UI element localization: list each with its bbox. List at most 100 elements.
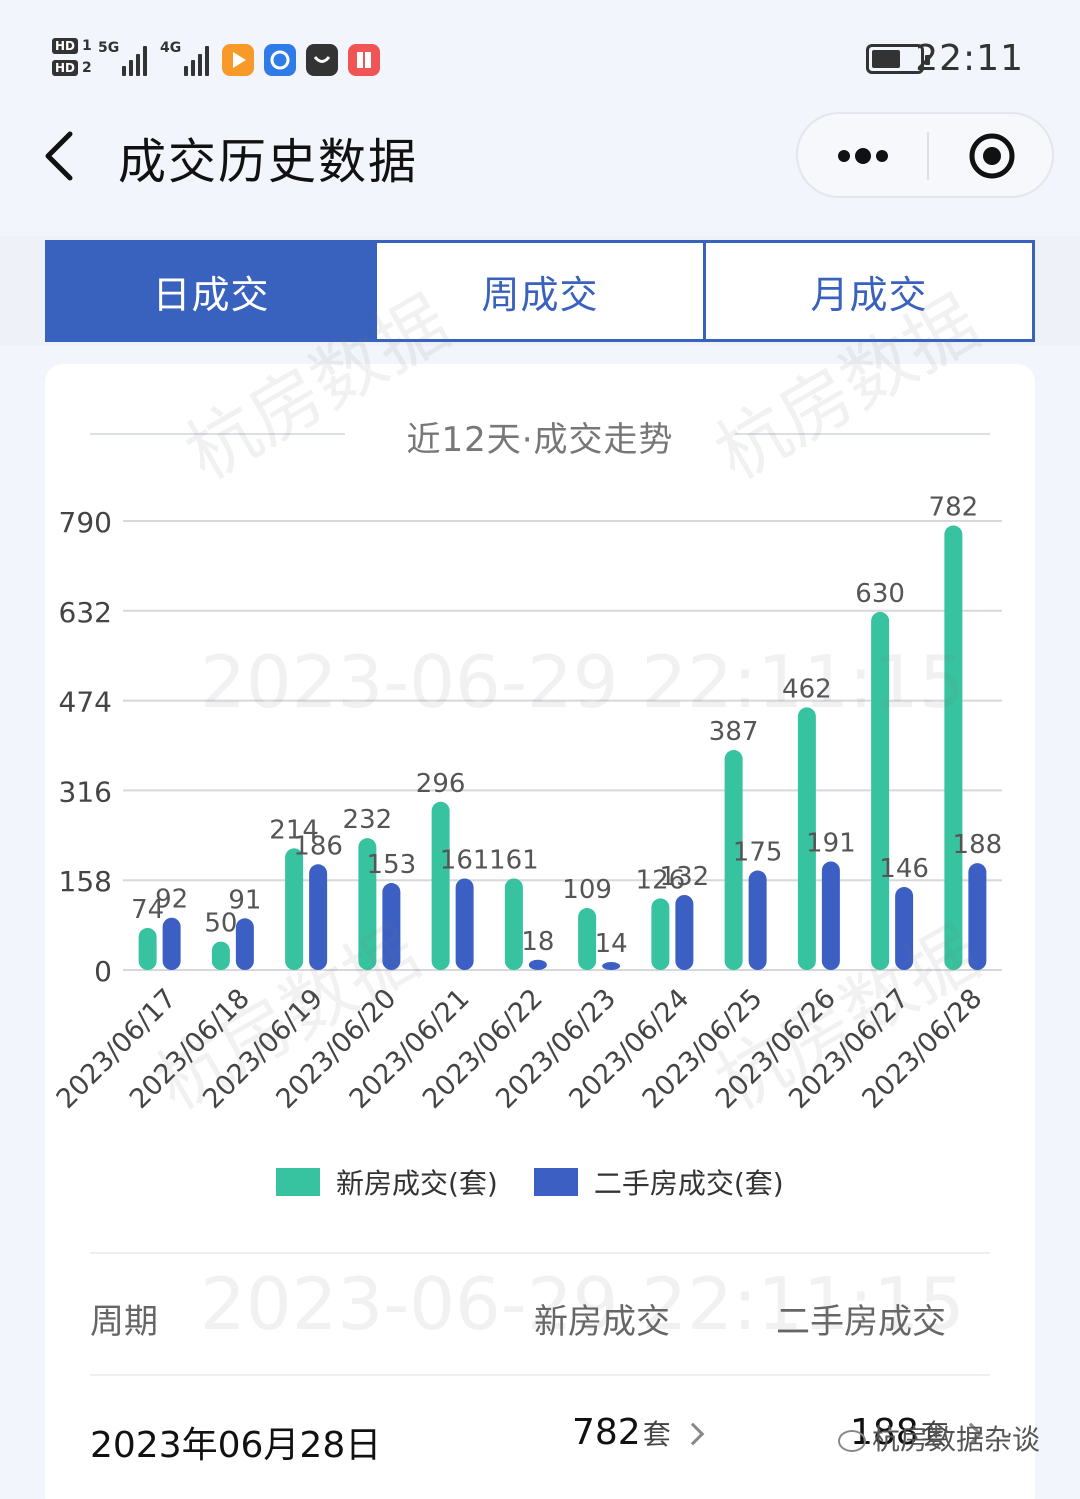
shop-app-icon bbox=[306, 44, 338, 76]
divider bbox=[90, 1252, 990, 1254]
data-label: 161 bbox=[489, 845, 539, 875]
data-label: 214 bbox=[269, 815, 319, 845]
bar-chart: 015831647463279074922023/06/1750912023/0… bbox=[51, 493, 1003, 1115]
data-label: 387 bbox=[709, 717, 759, 747]
chart-card bbox=[45, 364, 1035, 1499]
bar-new bbox=[797, 707, 816, 970]
table-header: 周期 新房成交 二手房成交 bbox=[90, 1270, 990, 1360]
miniprogram-capsule bbox=[796, 112, 1054, 198]
data-label: 191 bbox=[806, 828, 856, 858]
book-app-icon bbox=[348, 44, 380, 76]
more-icon[interactable] bbox=[832, 144, 894, 168]
data-label: 630 bbox=[855, 579, 905, 609]
y-tick-label: 474 bbox=[59, 686, 112, 719]
data-label: 92 bbox=[155, 885, 188, 915]
data-label: 14 bbox=[595, 929, 628, 959]
legend-label-new: 新房成交(套) bbox=[336, 1167, 498, 1200]
bar-new bbox=[504, 878, 523, 970]
data-label: 188 bbox=[953, 830, 1003, 860]
data-label: 74 bbox=[131, 895, 164, 925]
bar-second bbox=[455, 878, 474, 970]
bar-second bbox=[162, 917, 181, 970]
bar-new bbox=[138, 927, 157, 970]
chevron-right-icon bbox=[681, 1422, 705, 1446]
table-row[interactable]: 2023年06月28日 782套 188套 bbox=[90, 1392, 990, 1482]
legend-label-second: 二手房成交(套) bbox=[593, 1167, 784, 1200]
data-label: 186 bbox=[293, 831, 343, 861]
y-tick-label: 316 bbox=[59, 775, 112, 808]
data-label: 462 bbox=[782, 674, 832, 704]
data-label: 132 bbox=[660, 862, 710, 892]
col-header-new: 新房成交 bbox=[534, 1302, 670, 1342]
chart-title: 近12天·成交走势 bbox=[406, 420, 674, 460]
signal-5g-icon: 5G bbox=[98, 40, 154, 76]
bar-second bbox=[528, 959, 547, 970]
bar-new bbox=[651, 898, 670, 970]
col-header-period: 周期 bbox=[90, 1302, 158, 1342]
bar-second bbox=[235, 918, 254, 970]
page-title: 成交历史数据 bbox=[118, 134, 419, 190]
tab-weekly[interactable]: 周成交 bbox=[374, 243, 703, 339]
data-label: 126 bbox=[636, 865, 686, 895]
bar-new bbox=[211, 941, 230, 970]
col-header-second: 二手房成交 bbox=[776, 1302, 946, 1342]
tab-daily[interactable]: 日成交 bbox=[48, 243, 374, 339]
bar-new bbox=[578, 908, 597, 970]
data-label: 232 bbox=[343, 805, 393, 835]
bar-new bbox=[871, 611, 890, 970]
tab-monthly[interactable]: 月成交 bbox=[703, 243, 1032, 339]
cell-new[interactable]: 782套 bbox=[572, 1412, 705, 1453]
bar-new bbox=[944, 525, 963, 970]
bar-new bbox=[285, 848, 304, 970]
legend-item-second[interactable]: 二手房成交(套) bbox=[533, 1162, 784, 1202]
wechat-icon bbox=[838, 1430, 866, 1452]
cell-new-unit: 套 bbox=[642, 1418, 671, 1451]
data-label: 782 bbox=[929, 493, 979, 523]
data-label: 18 bbox=[521, 927, 554, 957]
bar-second bbox=[309, 864, 328, 970]
browser-app-icon bbox=[264, 44, 296, 76]
data-label: 175 bbox=[733, 838, 783, 868]
bar-new bbox=[358, 838, 377, 970]
sim-indicator: HD 1 HD 2 bbox=[52, 38, 92, 76]
bar-second bbox=[821, 861, 840, 970]
data-label: 296 bbox=[416, 769, 466, 799]
status-time: 22:11 bbox=[915, 38, 1024, 79]
y-tick-label: 158 bbox=[59, 865, 112, 898]
data-label: 50 bbox=[204, 909, 237, 939]
cell-new-value: 782 bbox=[572, 1412, 641, 1453]
data-label: 146 bbox=[879, 854, 929, 884]
cell-second-unit: 套 bbox=[920, 1418, 949, 1451]
back-icon[interactable] bbox=[40, 128, 90, 184]
data-label: 91 bbox=[228, 885, 261, 915]
y-tick-label: 790 bbox=[59, 506, 112, 539]
bar-new bbox=[724, 750, 743, 970]
bar-second bbox=[382, 883, 401, 970]
bar-second bbox=[895, 887, 914, 970]
data-label: 109 bbox=[562, 875, 612, 905]
legend-item-new[interactable]: 新房成交(套) bbox=[276, 1162, 498, 1202]
status-bar: HD 1 HD 2 5G 4G 22:11 bbox=[0, 0, 1080, 110]
bar-second bbox=[675, 894, 694, 970]
signal-4g-icon: 4G bbox=[160, 40, 216, 76]
period-tabs: 日成交 周成交 月成交 bbox=[45, 240, 1035, 342]
legend-swatch-new bbox=[276, 1168, 320, 1196]
divider bbox=[90, 1374, 990, 1376]
data-label: 153 bbox=[367, 850, 417, 880]
legend-swatch-second bbox=[533, 1168, 578, 1196]
chart-legend: 新房成交(套) 二手房成交(套) bbox=[276, 1162, 820, 1202]
bar-new bbox=[431, 801, 450, 970]
chart-title-row: 近12天·成交走势 bbox=[90, 408, 990, 460]
wechat-account-watermark: 杭房数据杂谈 bbox=[838, 1418, 1040, 1458]
bar-second bbox=[968, 863, 987, 970]
hd-badge-2: HD bbox=[52, 60, 79, 76]
data-label: 161 bbox=[440, 845, 490, 875]
bar-second bbox=[602, 962, 621, 970]
close-miniprogram-icon[interactable] bbox=[968, 132, 1016, 180]
video-app-icon bbox=[222, 44, 254, 76]
y-tick-label: 632 bbox=[59, 596, 112, 629]
bar-second bbox=[748, 870, 767, 970]
y-tick-label: 0 bbox=[94, 955, 112, 988]
battery-icon bbox=[866, 44, 930, 74]
cell-period: 2023年06月28日 bbox=[90, 1425, 382, 1466]
